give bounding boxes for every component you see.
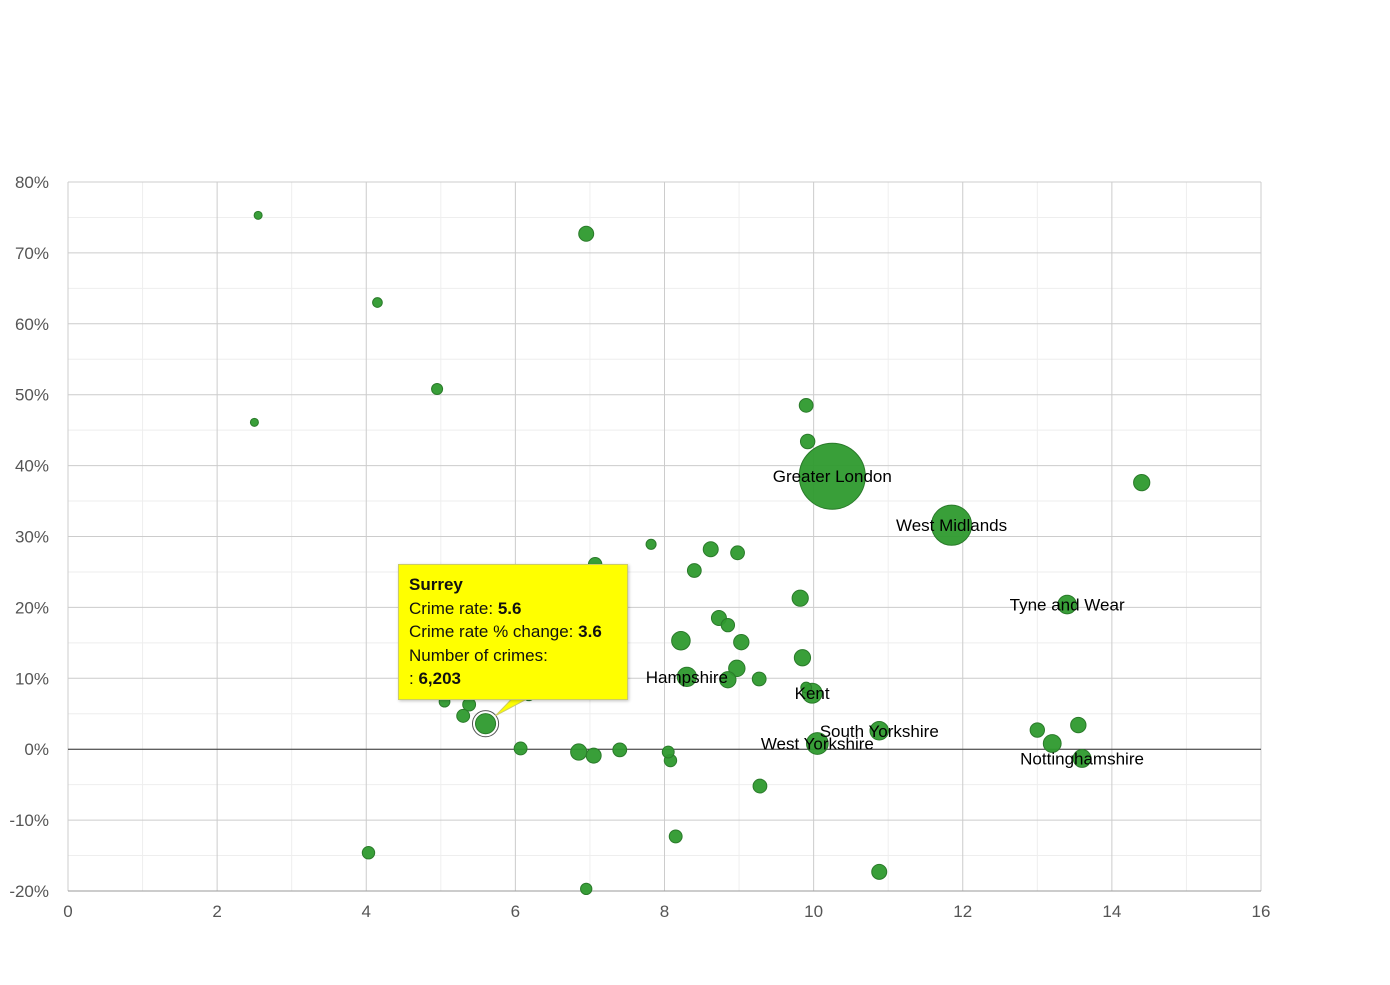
bubble: [578, 225, 595, 242]
bubble: [798, 397, 814, 413]
bubble: [1057, 594, 1077, 615]
bubble: [799, 433, 816, 450]
tooltip-crimes-row: : 6,203: [409, 667, 617, 691]
tooltip-crimes-label: Number of crimes:: [409, 645, 548, 665]
bubble: [793, 649, 812, 667]
bubble: [1029, 722, 1046, 738]
axis-layer: 0 2 4 6 8 10 12 14 16 -20% -10% 0% 10% 20% 30% 40% 50% 60…: [9, 173, 1270, 921]
bubble: [513, 741, 528, 756]
bubble: [456, 708, 471, 723]
bubble: [702, 541, 719, 558]
bubble: [871, 863, 888, 880]
bubble: [751, 671, 767, 687]
y-tick-label: 60%: [15, 315, 49, 334]
tooltip-change-value: 3.6: [578, 622, 602, 641]
bubble: [645, 538, 657, 550]
y-tick-label: 20%: [15, 598, 49, 617]
y-tick-label: 40%: [15, 457, 49, 476]
tooltip-rate-row: Crime rate: 5.6: [409, 597, 617, 621]
bubble: [474, 713, 497, 735]
bubble: [372, 297, 383, 308]
bubble: [719, 671, 737, 689]
bubble-label: South Yorkshire: [820, 722, 939, 741]
x-tick-label: 6: [511, 902, 520, 921]
bubble: [800, 681, 813, 694]
bubble: [671, 630, 691, 651]
bubble: [580, 882, 593, 896]
bubble-label: West Midlands: [896, 516, 1007, 535]
bubble: [798, 442, 866, 510]
tooltip-crimes-prefix: :: [409, 669, 414, 688]
bubble: [361, 846, 376, 860]
bubble-label: Kent: [795, 684, 830, 703]
tooltip-rate-value: 5.6: [497, 598, 522, 618]
x-tick-label: 10: [804, 902, 823, 921]
bubble: [612, 742, 628, 758]
y-tick-label: -20%: [9, 882, 49, 901]
bubble: [570, 743, 588, 761]
bubble: [1042, 734, 1062, 753]
bubble: [728, 659, 746, 678]
y-tick-label: 80%: [15, 173, 49, 192]
y-tick-label: 50%: [15, 386, 49, 405]
bubble: [249, 417, 259, 427]
bubble-layer: [249, 210, 1151, 896]
label-layer: Greater London West Midlands Tyne and Wear…: [495, 467, 1144, 768]
bubble: [253, 210, 263, 220]
x-tick-label: 8: [660, 902, 669, 921]
bubble: [686, 563, 702, 578]
x-tick-label: 0: [63, 902, 72, 921]
bubble: [431, 383, 444, 396]
y-tick-label: 10%: [15, 669, 49, 688]
tooltip-change-row: Crime rate % change: 3.6: [409, 620, 617, 644]
bubble-label: Greater London: [773, 467, 892, 486]
bubble-label: Nottinghamshire: [1020, 749, 1144, 768]
bubble: [668, 829, 683, 844]
bubble: [1070, 716, 1087, 734]
tooltip-pointer: [495, 696, 531, 717]
x-tick-label: 12: [953, 902, 972, 921]
x-tick-label: 14: [1102, 902, 1121, 921]
y-tick-label: 30%: [15, 528, 49, 547]
bubble: [1072, 749, 1092, 768]
x-tick-label: 4: [362, 902, 371, 921]
tooltip: Surrey Crime rate: 5.6 Crime rate % chan…: [398, 564, 628, 700]
bubble: [791, 589, 809, 607]
tooltip-title: Surrey: [409, 575, 463, 594]
bubble-label: West Yorkshire: [761, 735, 874, 754]
bubble: [462, 697, 477, 712]
grid-layer: [67, 181, 1262, 892]
x-tick-label: 16: [1252, 902, 1271, 921]
tooltip-change-label: Crime rate % change:: [409, 622, 574, 641]
bubble: [676, 666, 697, 687]
bubble: [661, 745, 675, 759]
bubble: [869, 720, 890, 741]
bubble: [930, 504, 973, 546]
x-tick-label: 2: [212, 902, 221, 921]
bubble: [720, 617, 736, 633]
tooltip-crimes-value: 6,203: [418, 669, 462, 688]
bubble: [585, 747, 602, 764]
bubble: [752, 778, 768, 794]
bubble-label: Hampshire: [646, 668, 728, 687]
bubble: [730, 545, 745, 561]
bubble: [1133, 473, 1151, 492]
y-tick-label: 0%: [24, 740, 49, 759]
bubble-label: Tyne and Wear: [1010, 596, 1125, 615]
tooltip-rate-label: Crime rate:: [409, 598, 494, 618]
y-tick-label: -10%: [9, 811, 49, 830]
bubble: [733, 633, 750, 651]
y-tick-label: 70%: [15, 244, 49, 263]
bubble: [805, 732, 829, 755]
